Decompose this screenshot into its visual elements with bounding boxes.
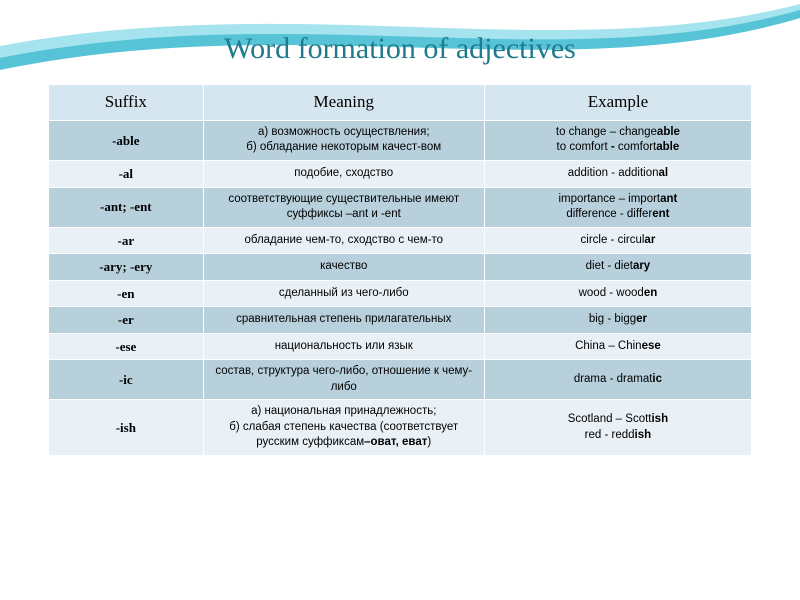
cell-example: Scotland – Scottishred - reddish bbox=[484, 400, 751, 456]
cell-example: to change – changeableto comfort - comfo… bbox=[484, 120, 751, 160]
cell-suffix: -able bbox=[49, 120, 204, 160]
cell-meaning: подобие, сходство bbox=[203, 160, 484, 187]
cell-suffix: -al bbox=[49, 160, 204, 187]
cell-suffix: -ary; -ery bbox=[49, 254, 204, 281]
cell-meaning: а) национальная принадлежность;б) слабая… bbox=[203, 400, 484, 456]
table-row: -icсостав, структура чего-либо, отношени… bbox=[49, 360, 752, 400]
cell-example: drama - dramatic bbox=[484, 360, 751, 400]
cell-suffix: -ish bbox=[49, 400, 204, 456]
cell-meaning: качество bbox=[203, 254, 484, 281]
cell-example: addition - additional bbox=[484, 160, 751, 187]
table-header-row: Suffix Meaning Example bbox=[49, 85, 752, 121]
cell-example: importance – importantdifference - diffe… bbox=[484, 187, 751, 227]
table-row: -ishа) национальная принадлежность;б) сл… bbox=[49, 400, 752, 456]
cell-meaning: состав, структура чего-либо, отношение к… bbox=[203, 360, 484, 400]
cell-example: big - bigger bbox=[484, 307, 751, 334]
slide-content: Word formation of adjectives Suffix Mean… bbox=[0, 0, 800, 476]
table-row: -ant; -entсоответствующие существительны… bbox=[49, 187, 752, 227]
cell-example: circle - circular bbox=[484, 227, 751, 254]
cell-suffix: -en bbox=[49, 280, 204, 307]
col-suffix: Suffix bbox=[49, 85, 204, 121]
table-row: -alподобие, сходствоaddition - additiona… bbox=[49, 160, 752, 187]
cell-suffix: -er bbox=[49, 307, 204, 334]
cell-suffix: -ar bbox=[49, 227, 204, 254]
table-row: -erсравнительная степень прилагательныхb… bbox=[49, 307, 752, 334]
table-row: -ableа) возможность осуществления;б) обл… bbox=[49, 120, 752, 160]
table-row: -eseнациональность или языкChina – Chine… bbox=[49, 333, 752, 360]
table-row: -enсделанный из чего-либоwood - wooden bbox=[49, 280, 752, 307]
cell-example: China – Chinese bbox=[484, 333, 751, 360]
cell-suffix: -ant; -ent bbox=[49, 187, 204, 227]
col-meaning: Meaning bbox=[203, 85, 484, 121]
cell-meaning: сделанный из чего-либо bbox=[203, 280, 484, 307]
cell-suffix: -ic bbox=[49, 360, 204, 400]
col-example: Example bbox=[484, 85, 751, 121]
suffix-table: Suffix Meaning Example -ableа) возможнос… bbox=[48, 84, 752, 456]
cell-meaning: национальность или язык bbox=[203, 333, 484, 360]
cell-example: wood - wooden bbox=[484, 280, 751, 307]
table-row: -arобладание чем-то, сходство с чем-тоci… bbox=[49, 227, 752, 254]
cell-meaning: соответствующие существительные имеют су… bbox=[203, 187, 484, 227]
cell-suffix: -ese bbox=[49, 333, 204, 360]
page-title: Word formation of adjectives bbox=[48, 32, 752, 66]
table-row: -ary; -eryкачествоdiet - dietary bbox=[49, 254, 752, 281]
table-body: -ableа) возможность осуществления;б) обл… bbox=[49, 120, 752, 455]
cell-example: diet - dietary bbox=[484, 254, 751, 281]
cell-meaning: а) возможность осуществления;б) обладани… bbox=[203, 120, 484, 160]
cell-meaning: обладание чем-то, сходство с чем-то bbox=[203, 227, 484, 254]
cell-meaning: сравнительная степень прилагательных bbox=[203, 307, 484, 334]
